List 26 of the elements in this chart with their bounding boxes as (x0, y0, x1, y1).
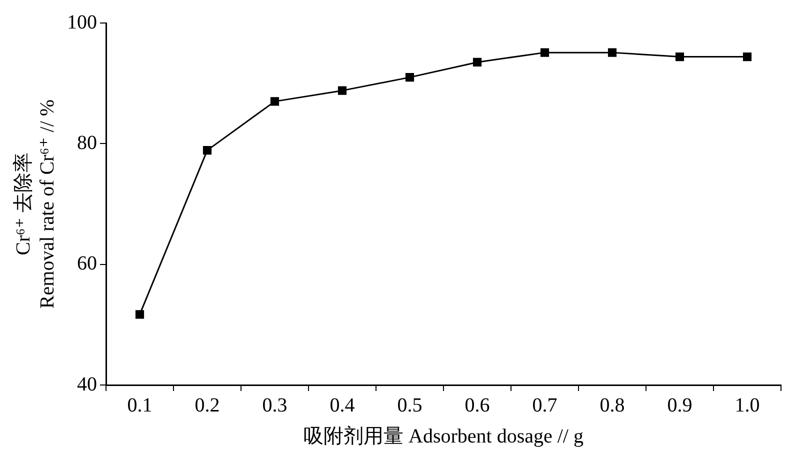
y-tick-label: 100 (67, 11, 97, 34)
x-tick-label: 1.0 (734, 394, 760, 416)
y-tick-label: 40 (77, 373, 97, 396)
point (135, 310, 144, 319)
point (270, 97, 280, 106)
x-tick-label: 0.9 (667, 394, 692, 416)
point (472, 58, 482, 66)
y-tick-label: 80 (77, 132, 97, 154)
y-tick-label: 60 (77, 252, 97, 275)
x-tick-label: 0.8 (600, 394, 625, 416)
x-tick-label: 0.7 (532, 394, 558, 416)
point (405, 73, 414, 82)
point (675, 52, 684, 62)
x-axis-title: 吸附剂用量 Adsorbent dosage // g (304, 425, 584, 448)
x-tick-label: 0.6 (464, 394, 490, 416)
point (338, 86, 347, 95)
y-axis-title: Cr⁶⁺ 去除率 Removal rate of Cr⁶⁺ // % (12, 99, 58, 309)
point (742, 52, 752, 62)
x-tick-label: 0.5 (397, 394, 422, 416)
x-tick-label: 0.2 (194, 394, 220, 416)
x-tick-label: 0.3 (262, 394, 288, 416)
point (202, 146, 212, 155)
point (540, 48, 550, 57)
point (608, 48, 617, 57)
x-tick-label: 0.4 (330, 394, 355, 416)
x-tick-label: 0.1 (127, 394, 152, 416)
